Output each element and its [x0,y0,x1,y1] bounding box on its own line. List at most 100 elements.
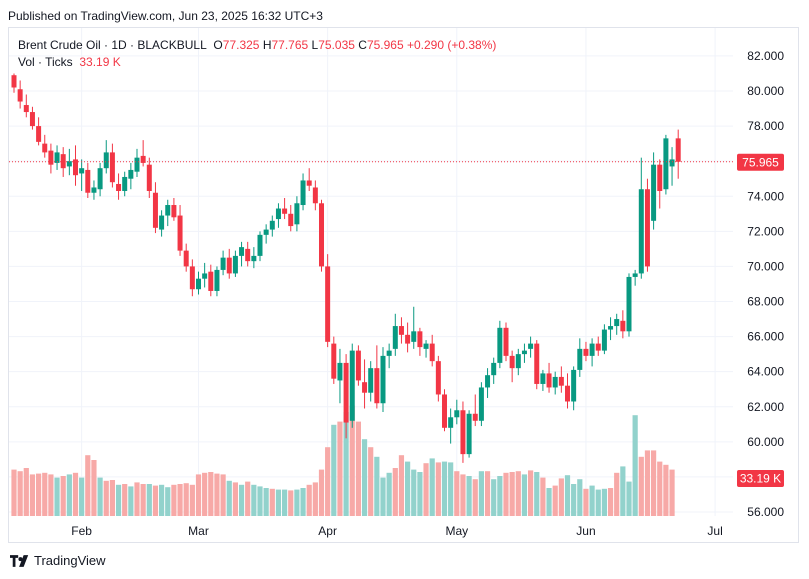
volume-bar [423,463,429,516]
candle-body [411,331,417,342]
candle-body [331,343,337,379]
chart-legend: Brent Crude Oil · 1D · BLACKBULL O77.325… [18,37,496,71]
candle-body [159,215,165,230]
candle-body [638,189,644,274]
volume-bar [140,484,146,516]
candle-body [226,257,232,274]
footer-brand[interactable]: TradingView [10,553,106,568]
candle-body [368,368,374,393]
candle-body [245,248,251,262]
candle-body [355,350,361,381]
volume-bar [72,472,79,516]
candle-body [208,271,214,291]
candle-body [122,176,128,191]
volume-bar [85,455,91,516]
volume-bar [626,481,632,516]
volume-bar [312,482,318,516]
volume-bar [515,471,521,516]
volume-row: Vol · Ticks 33.19 K [18,54,496,71]
candle-body [29,112,35,127]
candle-body [103,152,109,169]
candle-body [257,234,263,256]
y-tick-label: 62.000 [747,400,784,414]
candle-body [392,326,398,349]
volume-bar [251,484,257,516]
volume-bar [528,470,534,516]
candle-body [614,319,620,327]
volume-bar [392,468,398,516]
volume-bar [146,484,152,516]
candle-body [54,152,60,163]
y-tick-label: 60.000 [747,435,784,449]
volume-bar [103,480,109,516]
symbol-name[interactable]: Brent Crude Oil · 1D · BLACKBULL [18,38,207,52]
volume-bar [54,477,60,516]
ohlc-row: Brent Crude Oil · 1D · BLACKBULL O77.325… [18,37,496,54]
candle-body [23,105,29,113]
volume-bar [282,489,288,516]
volume-bar [306,484,312,516]
volume-bar [349,405,355,516]
candle-body [589,343,595,356]
tradingview-logo-icon [10,554,29,567]
candle-body [485,375,491,388]
volume-bar [238,484,245,516]
candle-body [571,369,577,402]
volume-bar [429,458,435,516]
last-price-badge [737,153,784,171]
volume-label[interactable]: Vol · Ticks [18,55,73,69]
y-tick-label: 66.000 [747,330,784,344]
candle-body [472,413,478,421]
volume-bar [257,486,263,516]
last-volume-label: 33.19 K [740,472,781,486]
volume-bar [577,479,583,516]
volume-bar [177,484,183,516]
volume-bar [669,469,675,516]
candle-body [269,220,275,230]
x-tick-label: Feb [71,524,92,538]
volume-bar [644,450,651,516]
volume-bar [152,485,159,516]
chart-frame [8,27,799,543]
candle-body [657,164,663,191]
candle-body [577,348,583,370]
volume-bar [66,474,72,516]
volume-bar [115,484,122,516]
candle-body [417,331,423,348]
candle-body [521,350,527,355]
candle-body [651,164,657,221]
candle-body [405,334,411,344]
y-tick-label: 68.000 [747,295,784,309]
volume-bar [355,421,361,516]
close-label: C [358,38,367,52]
volume-bar [159,484,165,516]
candle-body [294,203,300,225]
y-tick-label: 82.000 [747,49,784,63]
candle-body [534,343,540,384]
candle-body [134,157,140,172]
volume-bar [491,479,497,516]
candle-body [140,155,146,163]
y-tick-label: 72.000 [747,224,784,238]
volume-bar [23,468,29,516]
candle-body [515,354,521,369]
volume-bar [534,472,540,516]
candle-body [644,189,650,267]
volume-bar [343,412,349,516]
candle-body [263,229,269,235]
volume-bar [441,461,448,516]
volume-bar [189,484,195,516]
candle-body [460,410,466,455]
volume-bar [478,471,484,516]
published-banner: Published on TradingView.com, Jun 23, 20… [8,9,323,23]
candle-body [503,327,509,356]
y-tick-label: 56.000 [747,505,784,519]
candle-body [183,250,189,267]
volume-bar [294,489,300,516]
volume-bar [663,464,669,516]
volume-bar [11,469,17,516]
candle-body [558,376,564,386]
candle-body [478,387,484,421]
volume-bar [183,483,189,516]
